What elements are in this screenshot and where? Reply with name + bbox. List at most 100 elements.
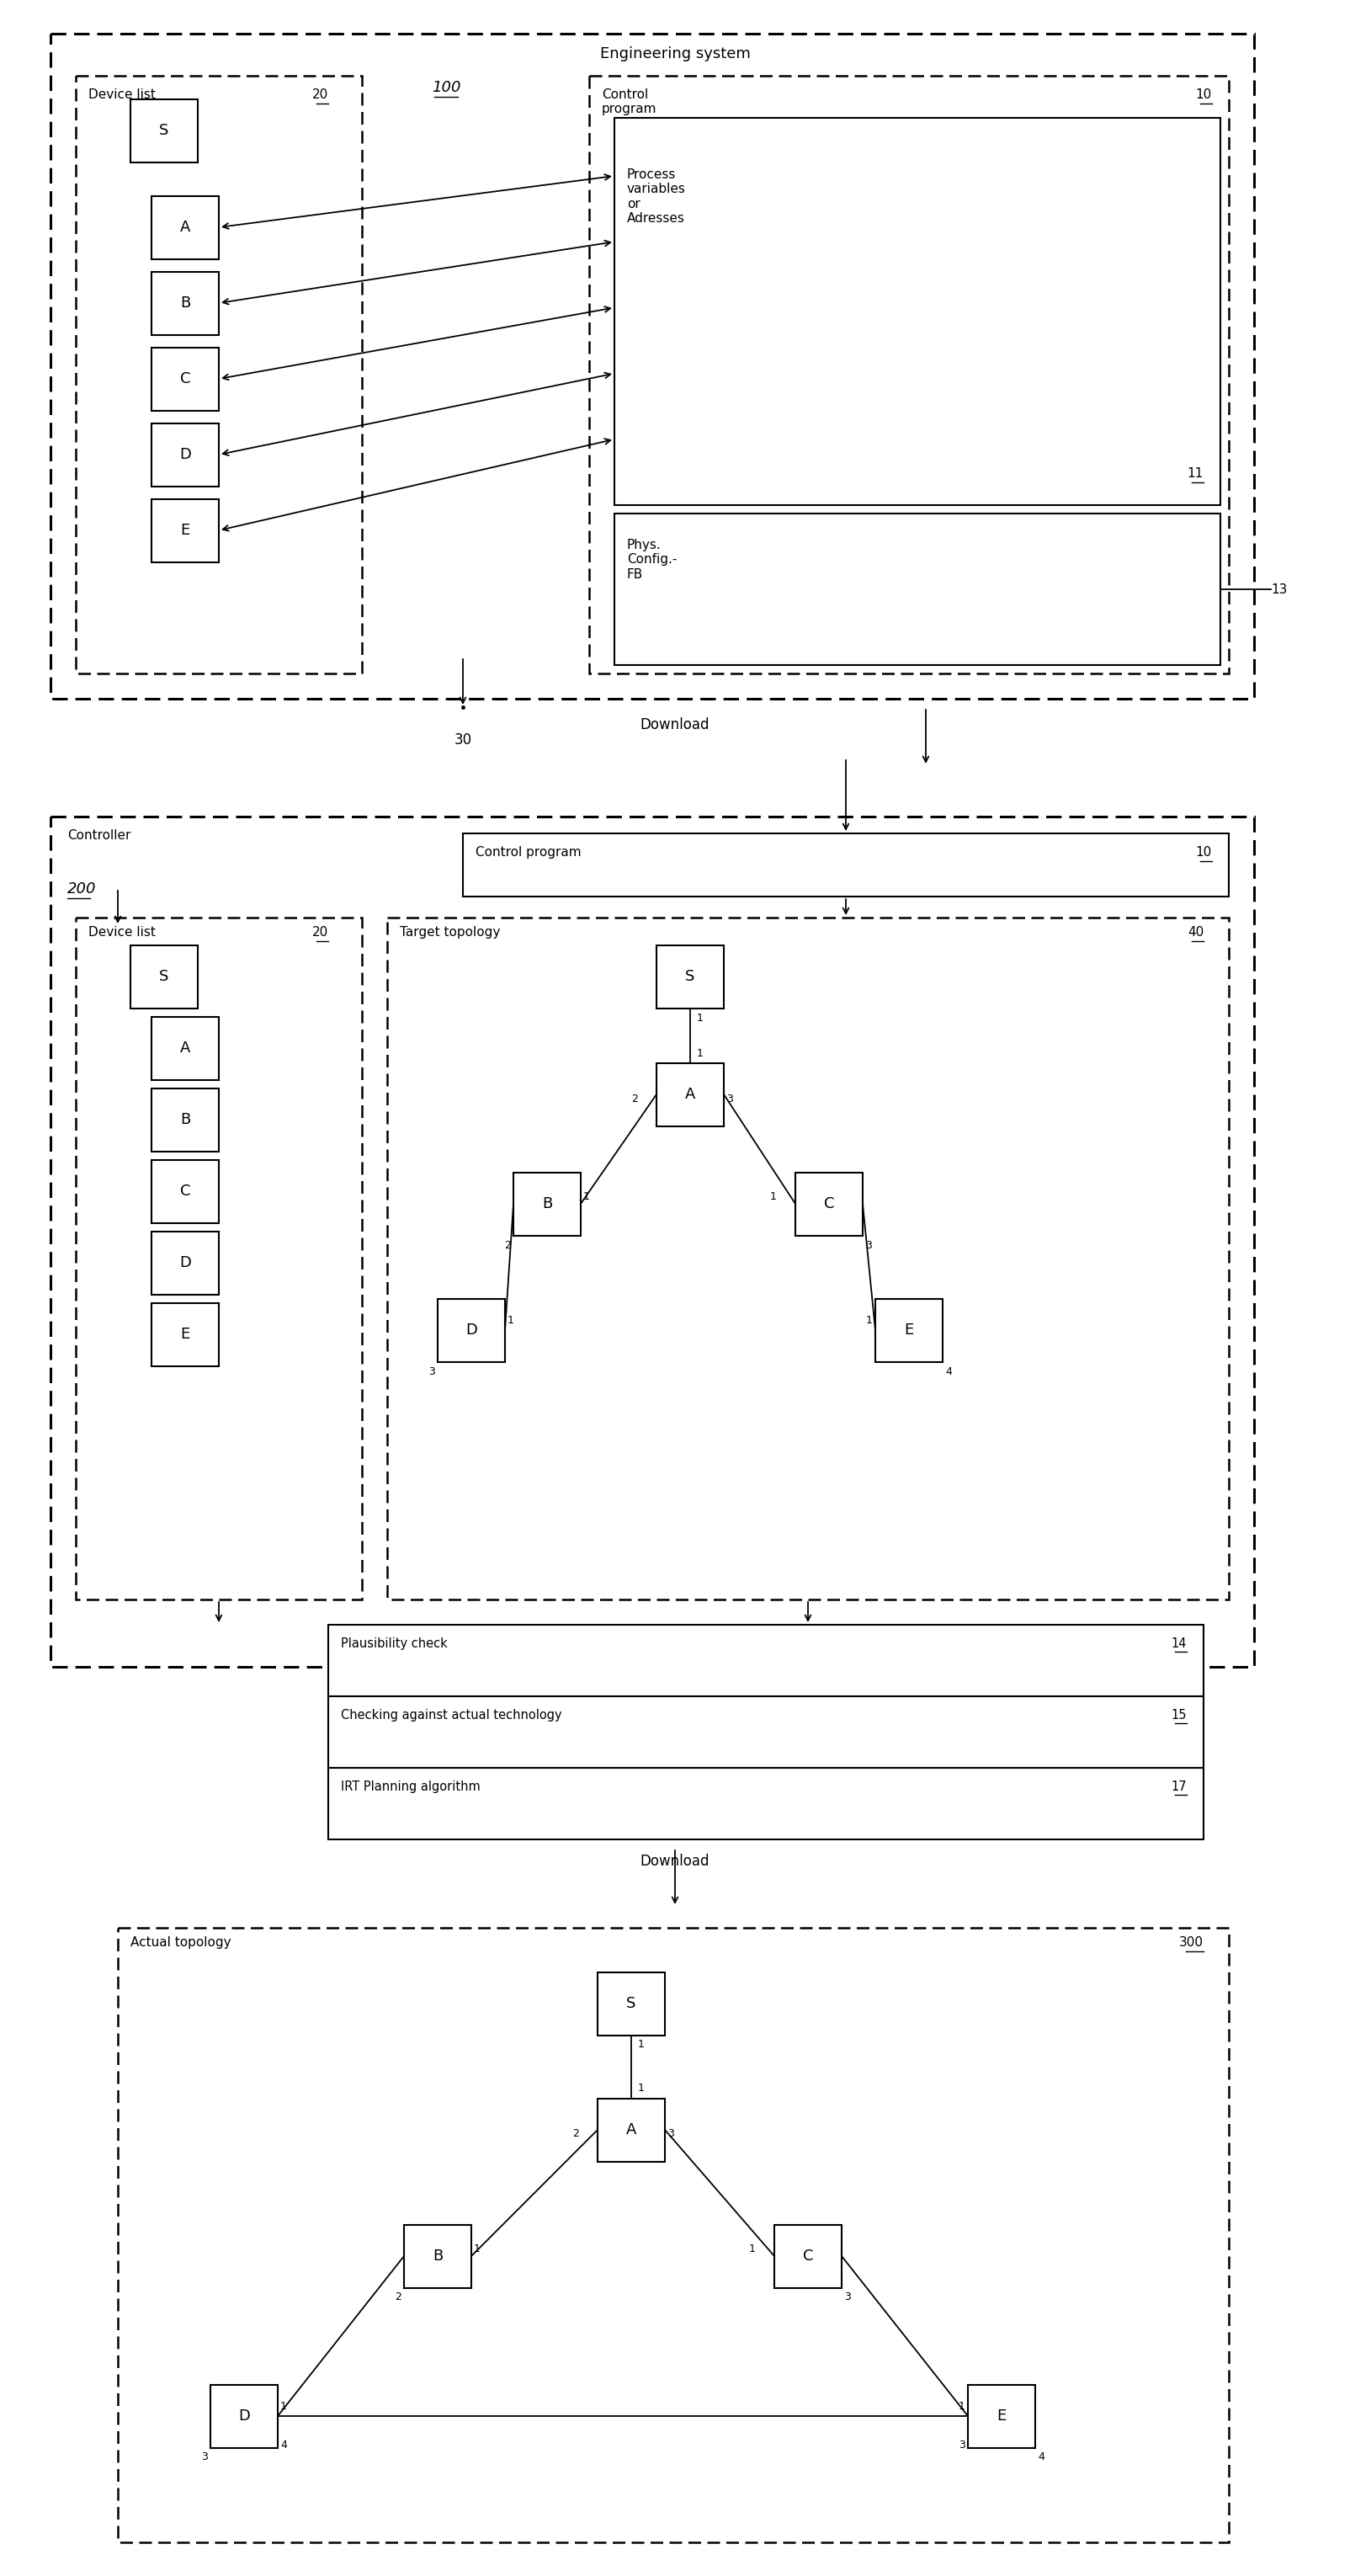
Text: Download: Download: [640, 1855, 710, 1868]
Text: C: C: [803, 2249, 813, 2264]
Polygon shape: [968, 2385, 1035, 2447]
Text: 13: 13: [1270, 582, 1287, 595]
Polygon shape: [875, 1298, 942, 1363]
Text: 3: 3: [667, 2128, 674, 2141]
Polygon shape: [463, 835, 1228, 896]
Polygon shape: [151, 1159, 219, 1224]
Text: 1: 1: [474, 2244, 481, 2254]
Polygon shape: [151, 196, 219, 258]
Text: 100: 100: [432, 80, 460, 95]
Text: 2: 2: [505, 1239, 510, 1249]
Text: 1: 1: [639, 2040, 644, 2050]
Text: 17: 17: [1170, 1780, 1187, 1793]
Polygon shape: [795, 1172, 863, 1236]
Polygon shape: [614, 118, 1220, 505]
Text: 1: 1: [771, 1190, 776, 1203]
Text: 3: 3: [201, 2452, 208, 2463]
Polygon shape: [151, 422, 219, 487]
Polygon shape: [151, 1018, 219, 1079]
Text: IRT Planning algorithm: IRT Planning algorithm: [340, 1780, 481, 1793]
Text: S: S: [686, 969, 695, 984]
Text: Engineering system: Engineering system: [599, 46, 751, 62]
Polygon shape: [437, 1298, 505, 1363]
Text: S: S: [159, 124, 169, 139]
Text: A: A: [626, 2123, 636, 2138]
Text: S: S: [626, 1996, 636, 2012]
Text: B: B: [432, 2249, 443, 2264]
Text: 20: 20: [312, 88, 328, 100]
Text: E: E: [996, 2409, 1006, 2424]
Text: Control program: Control program: [475, 845, 582, 858]
Text: 300: 300: [1179, 1937, 1204, 1950]
Text: 14: 14: [1172, 1638, 1187, 1651]
Polygon shape: [598, 2099, 666, 2161]
Text: 1: 1: [508, 1314, 514, 1327]
Text: B: B: [541, 1195, 552, 1211]
Text: D: D: [180, 1255, 190, 1270]
Text: 1: 1: [749, 2244, 756, 2254]
Polygon shape: [404, 2226, 471, 2287]
Text: Process
variables
or
Adresses: Process variables or Adresses: [626, 167, 686, 224]
Polygon shape: [151, 500, 219, 562]
Text: C: C: [180, 371, 190, 386]
Text: 1: 1: [281, 2401, 288, 2411]
Polygon shape: [328, 1695, 1204, 1767]
Text: A: A: [684, 1087, 695, 1103]
Text: 4: 4: [945, 1365, 952, 1376]
Text: C: C: [824, 1195, 834, 1211]
Text: 1: 1: [697, 1048, 703, 1059]
Polygon shape: [151, 270, 219, 335]
Text: 3: 3: [958, 2439, 965, 2450]
Text: Download: Download: [640, 716, 710, 732]
Text: E: E: [181, 1327, 190, 1342]
Text: Device list: Device list: [88, 88, 155, 100]
Polygon shape: [151, 1303, 219, 1365]
Text: 10: 10: [1196, 845, 1212, 858]
Text: 40: 40: [1188, 925, 1204, 938]
Text: Plausibility check: Plausibility check: [340, 1638, 448, 1651]
Polygon shape: [151, 1087, 219, 1151]
Text: 2: 2: [394, 2293, 401, 2303]
Polygon shape: [131, 98, 198, 162]
Text: 30: 30: [454, 732, 471, 747]
Text: B: B: [180, 1113, 190, 1128]
Text: Device list: Device list: [88, 925, 155, 938]
Text: 4: 4: [281, 2439, 288, 2450]
Text: 2: 2: [632, 1092, 639, 1105]
Text: 1: 1: [639, 2084, 644, 2094]
Polygon shape: [775, 2226, 841, 2287]
Text: 2: 2: [572, 2128, 579, 2141]
Text: 1: 1: [867, 1314, 873, 1327]
Text: D: D: [466, 1321, 477, 1337]
Polygon shape: [151, 1231, 219, 1293]
Text: E: E: [181, 523, 190, 538]
Text: B: B: [180, 296, 190, 312]
Text: S: S: [159, 969, 169, 984]
Text: 3: 3: [865, 1239, 872, 1249]
Text: 3: 3: [428, 1365, 435, 1376]
Text: D: D: [180, 448, 190, 461]
Polygon shape: [614, 513, 1220, 665]
Polygon shape: [211, 2385, 278, 2447]
Text: Control
program: Control program: [602, 88, 657, 116]
Text: 20: 20: [312, 925, 328, 938]
Polygon shape: [328, 1767, 1204, 1839]
Polygon shape: [328, 1625, 1204, 1695]
Text: 1: 1: [958, 2401, 965, 2411]
Polygon shape: [151, 348, 219, 410]
Text: C: C: [180, 1182, 190, 1198]
Polygon shape: [598, 1973, 666, 2035]
Text: 3: 3: [726, 1092, 733, 1105]
Text: 10: 10: [1196, 88, 1212, 100]
Text: 1: 1: [697, 1012, 703, 1023]
Text: 200: 200: [68, 881, 96, 896]
Polygon shape: [131, 945, 198, 1007]
Text: Checking against actual technology: Checking against actual technology: [340, 1708, 562, 1721]
Text: Phys.
Config.-
FB: Phys. Config.- FB: [626, 538, 676, 580]
Text: Actual topology: Actual topology: [131, 1937, 231, 1950]
Text: 3: 3: [844, 2293, 850, 2303]
Text: 4: 4: [1038, 2452, 1045, 2463]
Text: D: D: [238, 2409, 250, 2424]
Text: Controller: Controller: [68, 829, 131, 842]
Text: E: E: [905, 1321, 914, 1337]
